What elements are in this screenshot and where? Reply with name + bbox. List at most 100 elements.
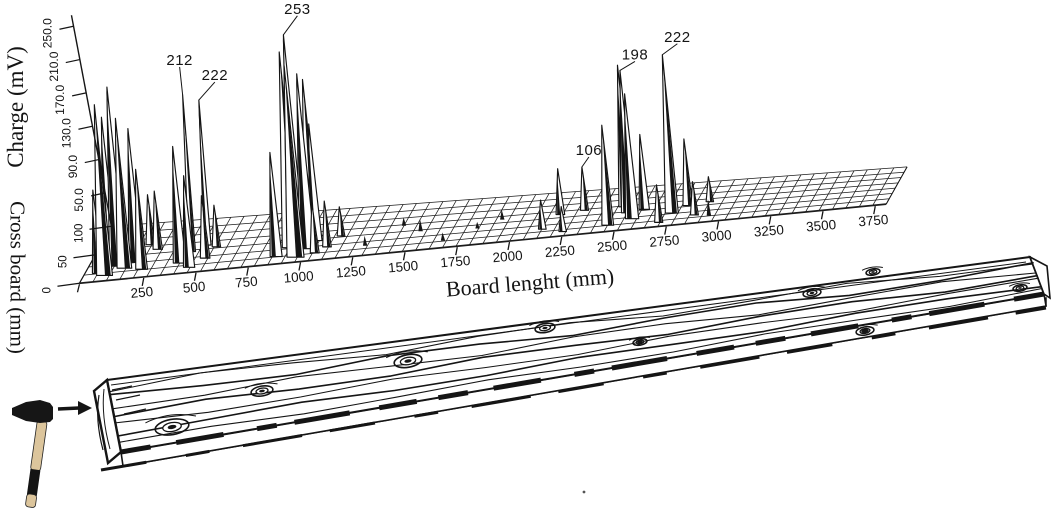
wood-grain bbox=[108, 263, 1033, 393]
board-right-end bbox=[1028, 255, 1051, 300]
spike-shading bbox=[312, 205, 319, 253]
spike-shading bbox=[539, 203, 543, 230]
spike-shading bbox=[662, 57, 677, 214]
spike-shading bbox=[154, 194, 162, 250]
wood-knot bbox=[1008, 282, 1030, 293]
spike-shading bbox=[136, 172, 147, 270]
wood-knot bbox=[145, 414, 197, 436]
small-spike bbox=[418, 218, 423, 232]
x-tick-label: 500 bbox=[182, 279, 206, 296]
cross-board-axis: 0 50 100 bbox=[41, 224, 112, 293]
x-tick-label: 750 bbox=[234, 274, 258, 291]
charge-tick-label: 170.0 bbox=[53, 85, 67, 115]
spike-shading bbox=[172, 149, 180, 264]
wood-knot bbox=[628, 336, 650, 347]
charge-tick-label: 210.0 bbox=[47, 51, 61, 81]
x-tick-label: 2500 bbox=[596, 237, 627, 255]
small-spike bbox=[440, 232, 446, 241]
x-tick-label: 3750 bbox=[858, 212, 889, 230]
spike-shading bbox=[201, 198, 209, 259]
peak-label: 198 bbox=[622, 46, 649, 63]
x-tick-label: 250 bbox=[130, 284, 154, 301]
small-spike bbox=[475, 221, 480, 229]
x-tick-label: 2750 bbox=[649, 232, 680, 250]
spike-shading bbox=[639, 137, 645, 210]
peak-label: 253 bbox=[284, 1, 311, 18]
wood-knot bbox=[529, 320, 560, 334]
arris-shadow bbox=[120, 291, 1045, 455]
charge-axis-title: Charge (mV) bbox=[3, 46, 28, 168]
peak-label: 222 bbox=[664, 29, 691, 46]
x-tick-label: 1500 bbox=[387, 258, 418, 276]
spike bbox=[283, 64, 305, 258]
board-illustration bbox=[92, 255, 1051, 472]
x-tick-label: 1750 bbox=[440, 253, 471, 271]
hammer-handle bbox=[25, 420, 48, 508]
spike-shading bbox=[602, 128, 613, 226]
spike-shading bbox=[106, 90, 118, 267]
spike-shading bbox=[582, 170, 588, 211]
x-tick-label: 2250 bbox=[544, 243, 575, 261]
peak-label: 222 bbox=[202, 67, 229, 84]
spike-shading bbox=[116, 121, 131, 269]
wood-knot bbox=[797, 285, 825, 299]
x-tick-label: 1250 bbox=[335, 263, 366, 281]
charge-tick-label: 50.0 bbox=[72, 188, 86, 212]
spike-shading bbox=[324, 204, 331, 247]
spike-shading bbox=[214, 208, 220, 247]
spike bbox=[661, 54, 679, 214]
x-tick-label: 2000 bbox=[492, 248, 523, 266]
peak-label: 212 bbox=[166, 52, 193, 69]
spike-shading bbox=[557, 171, 561, 215]
spike-shading bbox=[684, 141, 692, 206]
spike-shading bbox=[339, 209, 345, 236]
hammer-head bbox=[12, 400, 53, 423]
charge-tick-label: 90.0 bbox=[66, 155, 80, 179]
wood-grain bbox=[118, 287, 1043, 443]
impact-arrow bbox=[57, 401, 92, 415]
board-length-axis: 250 500 750 1000 1250 1500 1750 2000 2250 2500 275… bbox=[76, 206, 889, 301]
small-spike bbox=[500, 209, 505, 220]
cross-tick-label: 0 bbox=[41, 287, 53, 293]
x-tick-label: 3000 bbox=[701, 227, 732, 245]
x-tick-label: 1000 bbox=[283, 268, 314, 286]
spike-shading bbox=[198, 103, 208, 246]
speck bbox=[582, 490, 586, 494]
wood-knot bbox=[861, 266, 883, 277]
charge-tick-label: 130.0 bbox=[59, 118, 73, 148]
spike-shading bbox=[303, 82, 318, 234]
spike-shading bbox=[284, 68, 303, 258]
spike bbox=[114, 117, 133, 269]
peak-label: 106 bbox=[576, 142, 603, 159]
x-tick-label: 3250 bbox=[753, 222, 784, 240]
spike-shading bbox=[624, 96, 632, 219]
spike-shading bbox=[296, 76, 307, 249]
wood-knot bbox=[385, 350, 428, 369]
hammer-icon bbox=[12, 400, 53, 508]
spike-shading bbox=[308, 126, 316, 241]
small-spike bbox=[706, 198, 712, 216]
spike bbox=[93, 104, 114, 277]
spike-shading bbox=[127, 131, 136, 262]
charge-axis: 50.0 90.0 130.0 170.0 210.0 250.0 bbox=[40, 15, 113, 227]
wood-knot bbox=[244, 382, 278, 398]
x-tick-label: 3500 bbox=[805, 217, 836, 235]
small-spike bbox=[362, 235, 368, 246]
wood-grain bbox=[117, 286, 1042, 437]
spike-shading bbox=[693, 184, 698, 215]
cross-board-axis-title: Cross board (mm) bbox=[5, 201, 30, 354]
spike bbox=[135, 168, 149, 270]
wood-grain bbox=[113, 274, 1038, 418]
spike-shading bbox=[657, 187, 662, 223]
charge-tick-label: 250.0 bbox=[40, 18, 54, 48]
peak-labels: 212 222 253 106 198 222 bbox=[166, 1, 691, 168]
spike-shading bbox=[708, 179, 713, 202]
spike-shading bbox=[148, 197, 154, 245]
spike-shading bbox=[183, 178, 189, 268]
wood-knot bbox=[850, 323, 878, 337]
wood-grain bbox=[114, 277, 1039, 424]
spike-shading bbox=[183, 97, 195, 252]
spike-shading bbox=[269, 155, 276, 257]
